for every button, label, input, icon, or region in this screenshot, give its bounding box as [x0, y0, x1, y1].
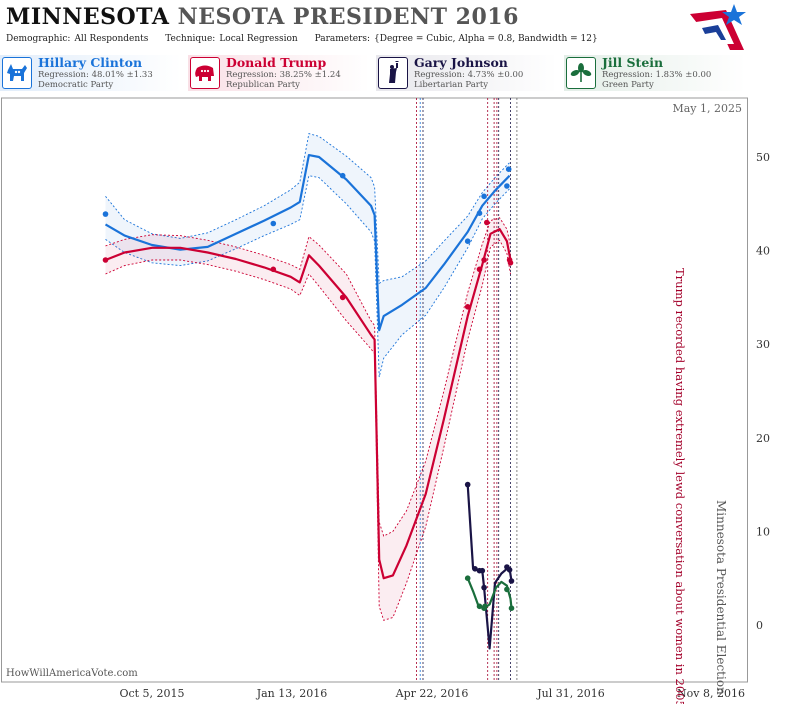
y-axis-labels: 0 10 20 30 40 50 [756, 151, 770, 632]
donald-trump-poll-point [484, 219, 490, 226]
hillary-clinton-band [105, 133, 510, 377]
param-value-demographic: All Respondents [74, 34, 149, 44]
hillary-clinton-poll-point [270, 220, 277, 227]
gary-johnson-poll-point [472, 566, 478, 572]
y-tick-label: 50 [756, 151, 770, 164]
site-credit: HowWillAmericaVote.com [6, 668, 138, 679]
jill-stein-poll-point [504, 586, 510, 593]
legend-johnson-party: Libertarian Party [414, 80, 489, 90]
date-label: May 1, 2025 [672, 102, 742, 115]
poll-chart: 0 10 20 30 40 50 Oct 5, 2015 Jan 13, 2016 Apr 2… [1, 97, 770, 704]
y-tick-label: 0 [756, 619, 763, 632]
jill-stein-poll-point [482, 603, 488, 610]
param-label-parameters: Parameters: [314, 34, 371, 44]
legend-trump-party: Republican Party [226, 80, 300, 90]
donald-trump-poll-point [102, 257, 109, 263]
legend-stein-regression: Regression: 1.83% ±0.00 [602, 70, 712, 80]
hillary-clinton-upper-bound [105, 133, 510, 285]
legend-johnson-regression: Regression: 4.73% ±0.00 [414, 70, 524, 80]
y-tick-label: 20 [756, 432, 770, 445]
hillary-clinton-poll-point [464, 238, 471, 244]
x-tick-label: Jul 31, 2016 [536, 687, 605, 700]
hillary-clinton-poll-point [481, 193, 487, 200]
candidate-legend: Hillary Clinton Regression: 48.01% ±1.33… [0, 55, 789, 93]
annotation-label: Minnesota Presidential Election [714, 500, 728, 695]
donald-trump-poll-point [339, 294, 346, 301]
legend-clinton-regression: Regression: 48.01% ±1.33 [38, 70, 153, 80]
gary-johnson-poll-point [464, 481, 471, 488]
hillary-clinton-lower-bound [105, 175, 510, 378]
jill-stein-poll-point [464, 575, 471, 581]
donald-trump-trend-line [105, 228, 512, 580]
leaf-icon [566, 57, 596, 89]
poll-points [102, 166, 515, 611]
y-tick-label: 30 [756, 338, 770, 351]
legend-stein-name: Jill Stein [602, 55, 664, 70]
hillary-clinton-poll-point [505, 166, 512, 172]
title-race: NESOTA PRESIDENT 2016 [177, 4, 519, 30]
parameter-bar: Demographic: All Respondents Technique: Lo… [6, 34, 612, 44]
plot-frame [1, 97, 748, 683]
x-tick-label: Nov 8, 2016 [677, 687, 745, 700]
donald-trump-band [105, 217, 511, 621]
donald-trump-poll-point [507, 260, 514, 266]
x-tick-label: Oct 5, 2015 [119, 687, 184, 700]
gary-johnson-poll-point [481, 584, 487, 591]
x-tick-label: Jan 13, 2016 [256, 687, 328, 700]
liberty-torch-icon [378, 57, 408, 89]
donald-trump-lower-bound [105, 239, 511, 621]
legend-trump[interactable]: Donald Trump Regression: 38.25% ±1.24 Re… [188, 55, 370, 91]
hillary-clinton-poll-point [339, 172, 346, 179]
x-tick-label: Apr 22, 2016 [395, 687, 469, 700]
legend-clinton-party: Democratic Party [38, 80, 114, 90]
hillary-clinton-trend-line [104, 154, 511, 332]
gary-johnson-poll-point [506, 567, 513, 573]
y-tick-label: 10 [756, 525, 770, 538]
title-state: MINNESOTA [6, 4, 170, 30]
jill-stein-trend-line [466, 577, 513, 610]
legend-trump-name: Donald Trump [226, 55, 327, 70]
legend-johnson[interactable]: Gary Johnson Regression: 4.73% ±0.00 Lib… [376, 55, 558, 91]
param-value-technique: Local Regression [219, 34, 298, 44]
gary-johnson-poll-point [508, 578, 515, 584]
legend-trump-regression: Regression: 38.25% ±1.24 [226, 70, 341, 80]
hillary-clinton-poll-point [476, 210, 483, 216]
jill-stein-poll-point [508, 605, 515, 611]
page-title: MINNESOTA NESOTA PRESIDENT 2016 [6, 4, 519, 30]
donald-trump-poll-point [476, 266, 483, 273]
elephant-icon [190, 57, 220, 89]
donkey-icon [2, 57, 32, 89]
x-axis-labels: Oct 5, 2015 Jan 13, 2016 Apr 22, 2016 Jul 3… [119, 687, 745, 700]
hillary-clinton-poll-point [504, 183, 510, 189]
donald-trump-upper-bound [105, 217, 511, 537]
donald-trump-poll-point [464, 304, 471, 310]
donald-trump-poll-point [481, 257, 487, 263]
param-label-demographic: Demographic: [6, 34, 71, 44]
annotation-label: Trump recorded having extremely lewd con… [673, 268, 687, 704]
legend-stein[interactable]: Jill Stein Regression: 1.83% ±0.00 Green… [564, 55, 746, 91]
legend-clinton[interactable]: Hillary Clinton Regression: 48.01% ±1.33… [0, 55, 182, 91]
site-logo [690, 4, 746, 50]
confidence-bands [105, 133, 511, 621]
donald-trump-poll-point [270, 266, 277, 273]
legend-johnson-name: Gary Johnson [414, 55, 508, 70]
param-label-technique: Technique: [165, 34, 216, 44]
legend-stein-party: Green Party [602, 80, 654, 90]
annotations: Trump recorded having extremely lewd con… [673, 268, 728, 704]
gary-johnson-poll-point [479, 567, 486, 574]
legend-clinton-name: Hillary Clinton [38, 55, 143, 70]
y-tick-label: 40 [756, 245, 770, 258]
hillary-clinton-poll-point [102, 211, 109, 217]
param-value-parameters: {Degree = Cubic, Alpha = 0.8, Bandwidth … [374, 34, 598, 44]
jill-stein-poll-point [476, 603, 483, 610]
event-lines [416, 98, 518, 682]
